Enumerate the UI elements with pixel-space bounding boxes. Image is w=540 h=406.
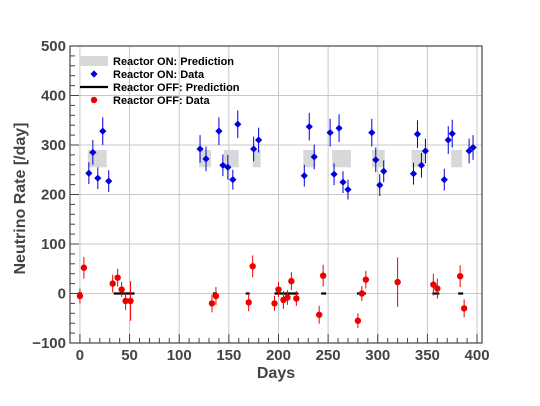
reactor-on-data-point [376,181,384,189]
reactor-on-data-point [305,123,313,131]
reactor-on-data-point [372,156,380,164]
y-tick-label: 400 [41,88,66,105]
reactor-on-data-point [465,147,473,155]
reactor-on-data-point [326,129,334,137]
tick-labels: 0 50 100 150 200 250 300 350 400 −100 0 100 200 300 40… [32,38,489,364]
reactor-on-data-point [335,124,343,132]
reactor-on-data-point [409,170,418,178]
reactor-on-data-point [202,155,210,163]
reactor-on-data-point [413,130,422,138]
y-tick-label: 200 [41,187,66,204]
reactor-off-data-point [245,299,252,306]
reactor-on-data-point [344,185,352,194]
reactor-on-data-point [89,148,97,157]
reactor-on-prediction-band [252,149,261,168]
reactor-on-data-point [440,176,448,184]
reactor-off-data-point [434,285,441,292]
reactor-on-data-point [255,136,263,144]
legend-label: Reactor OFF: Prediction [113,82,240,94]
reactor-on-prediction-band [451,149,463,168]
y-tick-label: 500 [41,38,66,55]
reactor-off-data-point [354,317,362,324]
reactor-off-data-point [127,297,134,305]
reactor-off-data-point [288,277,295,285]
reactor-off-data-point [362,276,370,283]
reactor-on-data-point [469,143,477,152]
reactor-on-data-point [300,172,308,180]
reactor-on-data-point [99,127,107,135]
reactor-on-data-point [448,130,456,138]
reactor-off-data-point [319,272,327,279]
reactor-off-data-point [122,297,129,305]
x-tick-label: 50 [121,347,138,364]
x-tick-label: 250 [316,347,341,364]
reactor-off-data-point [394,278,401,286]
reactor-on-prediction-band [303,149,316,168]
reactor-off-data-point [249,263,256,270]
x-tick-label: 400 [465,347,490,364]
reactor-on-data-point [368,129,376,137]
reactor-on-data-point [94,174,102,182]
reactor-on-data-point [310,153,318,161]
reactor-off-data-point [212,292,220,300]
reactor-on-prediction-band [332,149,351,168]
reactor-on-data-point [234,120,242,128]
reactor-off-data-point [315,311,323,318]
x-tick-label: 0 [76,347,84,364]
reactor-off-data-point [271,300,278,307]
reactor-off-data-point [275,286,282,293]
reactor-off-data-point [114,274,121,281]
reactor-off-data-point [76,292,84,300]
reactor-off-data-point [460,305,468,312]
reactor-on-data-point [380,167,388,175]
legend-swatch-on-data [90,70,98,78]
reactor-off-data-point [80,264,88,271]
y-axis-title: Neutrino Rate [/day] [12,122,29,274]
reactor-off-data-points [76,255,468,329]
reactor-on-data-point [339,178,347,186]
x-tick-label: 200 [266,347,291,364]
x-tick-label: 100 [167,347,192,364]
axis-ticks [69,45,478,344]
reactor-off-data-point [118,286,125,293]
x-axis-title: Days [257,365,295,382]
reactor-off-data-point [109,280,116,287]
reactor-on-prediction-band [223,149,239,168]
legend-label: Reactor ON: Data [113,69,205,81]
legend-swatch-off-data [90,96,98,104]
reactor-on-data-point [196,145,204,153]
y-tick-label: 100 [41,236,66,253]
y-tick-label: −100 [32,335,66,352]
reactor-off-data-point [456,272,464,280]
reactor-off-data-point [430,281,437,288]
y-tick-label: 300 [41,137,66,154]
legend-label: Reactor OFF: Data [113,95,210,107]
reactor-on-data-point [229,176,237,184]
reactor-on-data-points [85,110,477,200]
x-tick-label: 150 [216,347,241,364]
reactor-on-data-point [421,147,430,155]
reactor-off-data-point [293,295,300,302]
reactor-off-data-point [208,300,216,307]
x-tick-label: 350 [415,347,440,364]
reactor-on-data-point [85,169,93,177]
x-tick-label: 300 [365,347,390,364]
reactor-on-data-point [105,177,113,185]
reactor-off-data-point [284,294,291,301]
reactor-off-data-point [358,290,366,297]
reactor-on-data-point [444,136,452,144]
reactor-on-data-point [417,161,426,169]
legend-label: Reactor ON: Prediction [113,56,234,68]
legend-swatch-on-prediction [80,56,108,66]
reactor-on-data-point [250,145,258,153]
y-tick-label: 0 [58,286,66,303]
reactor-on-data-point [224,163,232,171]
reactor-on-prediction-band [371,149,385,168]
reactor-on-data-point [215,127,223,135]
reactor-on-data-point [330,170,338,178]
